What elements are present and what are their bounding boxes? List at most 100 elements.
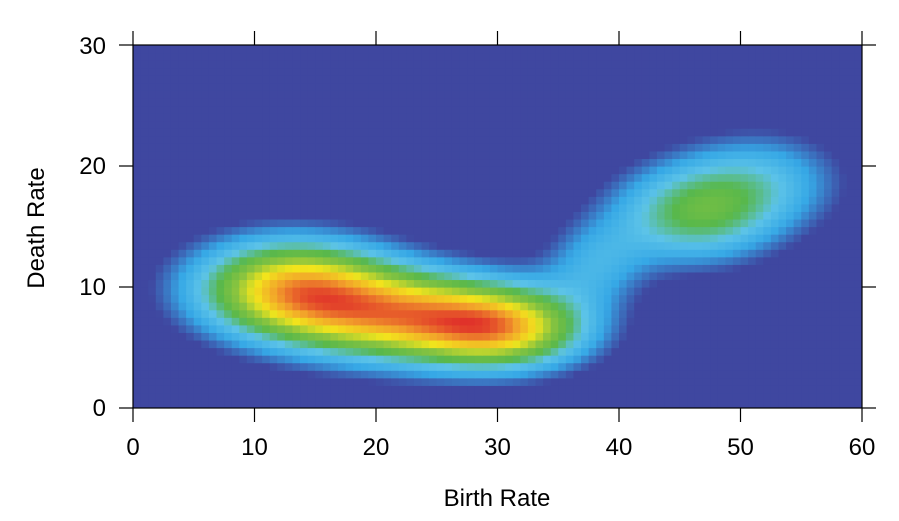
heatmap-cell bbox=[664, 173, 673, 182]
heatmap-cell bbox=[672, 188, 681, 197]
heatmap-cell bbox=[224, 45, 233, 54]
heatmap-cell bbox=[520, 377, 529, 386]
heatmap-cell bbox=[368, 400, 377, 408]
heatmap-cell bbox=[451, 287, 461, 296]
heatmap-cell bbox=[186, 324, 195, 333]
heatmap-cell bbox=[376, 60, 385, 69]
heatmap-cell bbox=[474, 377, 483, 386]
heatmap-cell bbox=[649, 203, 658, 212]
heatmap-cell bbox=[345, 385, 354, 394]
heatmap-cell bbox=[732, 324, 742, 333]
heatmap-cell bbox=[588, 279, 597, 288]
heatmap-cell bbox=[239, 347, 248, 356]
heatmap-cell bbox=[178, 150, 187, 160]
heatmap-cell bbox=[520, 75, 529, 84]
heatmap-cell bbox=[231, 347, 240, 356]
heatmap-cell bbox=[497, 339, 506, 349]
heatmap-cell bbox=[634, 317, 643, 326]
heatmap-cell bbox=[634, 150, 643, 160]
heatmap-cell bbox=[626, 309, 635, 318]
heatmap-cell bbox=[505, 150, 514, 160]
heatmap-cell bbox=[315, 97, 324, 107]
heatmap-cell bbox=[155, 90, 164, 99]
heatmap-cell bbox=[596, 166, 605, 175]
heatmap-cell bbox=[262, 120, 271, 129]
heatmap-cell bbox=[338, 317, 347, 326]
heatmap-cell bbox=[816, 45, 825, 54]
heatmap-cell bbox=[641, 218, 650, 228]
heatmap-cell bbox=[626, 166, 635, 175]
heatmap-cell bbox=[755, 203, 764, 212]
heatmap-cell bbox=[740, 82, 749, 91]
heatmap-cell bbox=[140, 256, 149, 265]
heatmap-cell bbox=[846, 241, 855, 250]
heatmap-cell bbox=[565, 355, 575, 364]
heatmap-cell bbox=[748, 317, 757, 326]
heatmap-cell bbox=[368, 173, 377, 182]
heatmap-cell bbox=[413, 377, 423, 386]
heatmap-cell bbox=[307, 45, 316, 54]
heatmap-cell bbox=[672, 400, 681, 408]
heatmap-cell bbox=[178, 203, 187, 212]
heatmap-cell bbox=[451, 309, 461, 318]
heatmap-cell bbox=[755, 120, 764, 129]
heatmap-cell bbox=[338, 362, 347, 371]
heatmap-cell bbox=[497, 324, 506, 333]
heatmap-cell bbox=[702, 120, 711, 129]
heatmap-cell bbox=[322, 362, 332, 371]
heatmap-cell bbox=[520, 241, 529, 250]
heatmap-cell bbox=[786, 67, 795, 76]
heatmap-cell bbox=[763, 181, 772, 190]
heatmap-cell bbox=[489, 120, 499, 129]
heatmap-cell bbox=[656, 317, 666, 326]
heatmap-cell bbox=[626, 45, 635, 54]
heatmap-cell bbox=[383, 82, 392, 91]
heatmap-cell bbox=[497, 135, 506, 144]
heatmap-cell bbox=[193, 392, 202, 402]
heatmap-cell bbox=[748, 75, 757, 84]
heatmap-cell bbox=[330, 82, 339, 91]
heatmap-cell bbox=[702, 97, 711, 107]
heatmap-cell bbox=[740, 362, 749, 371]
heatmap-cell bbox=[231, 256, 240, 265]
heatmap-cell bbox=[588, 392, 597, 402]
heatmap-cell bbox=[436, 264, 445, 273]
heatmap-cell bbox=[482, 271, 491, 281]
heatmap-cell bbox=[634, 196, 643, 205]
heatmap-cell bbox=[246, 317, 256, 326]
heatmap-cell bbox=[436, 355, 445, 364]
heatmap-cell bbox=[391, 203, 400, 212]
heatmap-cell bbox=[732, 166, 742, 175]
heatmap-cell bbox=[679, 105, 688, 114]
heatmap-cell bbox=[186, 45, 195, 54]
heatmap-cell bbox=[831, 67, 840, 76]
heatmap-cell bbox=[543, 287, 552, 296]
heatmap-cell bbox=[710, 355, 719, 364]
heatmap-cell bbox=[816, 339, 825, 349]
heatmap-cell bbox=[581, 332, 590, 341]
heatmap-cell bbox=[489, 105, 499, 114]
heatmap-cell bbox=[451, 385, 461, 394]
heatmap-cell bbox=[558, 317, 567, 326]
heatmap-cell bbox=[482, 256, 491, 265]
heatmap-cell bbox=[702, 377, 711, 386]
heatmap-cell bbox=[224, 67, 233, 76]
heatmap-cell bbox=[277, 377, 286, 386]
heatmap-cell bbox=[467, 67, 476, 76]
heatmap-cell bbox=[778, 90, 787, 99]
heatmap-cell bbox=[619, 82, 628, 91]
heatmap-cell bbox=[808, 128, 818, 137]
heatmap-cell bbox=[360, 392, 369, 402]
heatmap-cell bbox=[482, 173, 491, 182]
heatmap-cell bbox=[262, 158, 271, 167]
heatmap-cell bbox=[816, 370, 825, 379]
heatmap-cell bbox=[824, 339, 833, 349]
heatmap-cell bbox=[634, 249, 643, 258]
heatmap-cell bbox=[619, 67, 628, 76]
heatmap-cell bbox=[345, 362, 354, 371]
heatmap-cell bbox=[588, 339, 597, 349]
heatmap-cell bbox=[846, 226, 855, 235]
heatmap-cell bbox=[740, 90, 749, 99]
heatmap-cell bbox=[535, 385, 544, 394]
heatmap-cell bbox=[634, 173, 643, 182]
